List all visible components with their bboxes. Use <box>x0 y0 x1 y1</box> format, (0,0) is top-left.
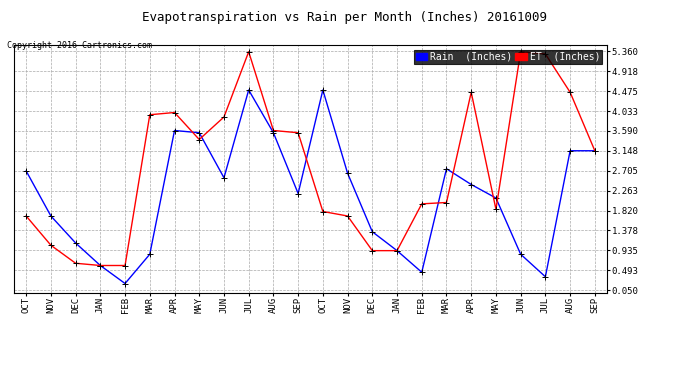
Legend: Rain  (Inches), ET  (Inches): Rain (Inches), ET (Inches) <box>413 50 602 64</box>
Text: Copyright 2016 Cartronics.com: Copyright 2016 Cartronics.com <box>7 41 152 50</box>
Text: Evapotranspiration vs Rain per Month (Inches) 20161009: Evapotranspiration vs Rain per Month (In… <box>143 11 547 24</box>
